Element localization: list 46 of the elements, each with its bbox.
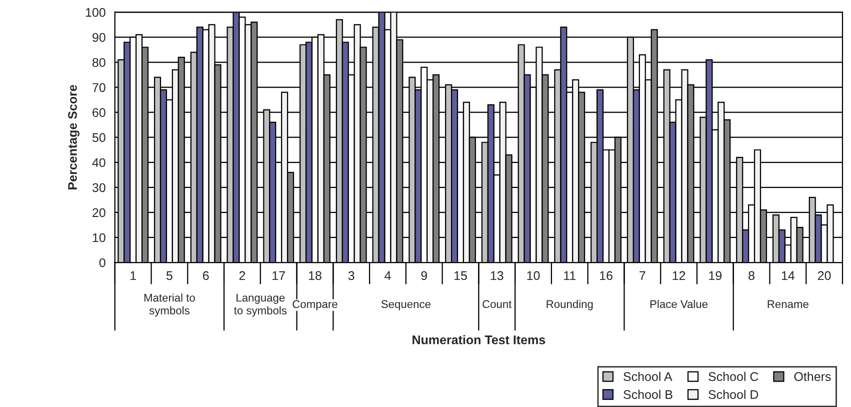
x-tick-label: 19 <box>709 271 722 280</box>
x-tick-label: 15 <box>454 271 467 280</box>
text: Rounding <box>546 300 593 310</box>
legend-label: School B <box>624 390 672 399</box>
y-tick-label: 50 <box>92 133 106 142</box>
y-tick-label: 40 <box>92 158 106 168</box>
x-tick-label: 1 <box>130 271 136 280</box>
x-tick-label: 11 <box>564 271 576 280</box>
x-tick-label: 17 <box>272 271 285 280</box>
x-tick-label: 10 <box>527 271 540 280</box>
y-tick-label: 80 <box>92 58 106 67</box>
legend-label: Others <box>794 372 831 382</box>
x-tick-label: 4 <box>384 271 391 280</box>
x-tick-label: 2 <box>239 271 246 280</box>
text: Language to symbols <box>234 294 287 317</box>
y-tick-label: 0 <box>99 258 106 268</box>
x-tick-label: 14 <box>782 271 795 280</box>
y-tick-label: 60 <box>92 108 106 117</box>
legend-label: School A <box>624 372 672 382</box>
x-tick-label: 3 <box>348 271 354 280</box>
x-tick-label: 20 <box>818 271 831 280</box>
y-tick-label: 10 <box>92 233 106 242</box>
text: Place Value <box>650 300 708 308</box>
x-tick-label: 12 <box>672 271 686 280</box>
legend-label: School D <box>708 390 758 399</box>
x-tick-label: 18 <box>308 271 322 280</box>
y-tick-label: 90 <box>92 33 106 42</box>
text: Rename <box>768 300 808 308</box>
text: Material to symbols <box>144 294 195 317</box>
x-tick-label: 6 <box>202 271 209 280</box>
legend-label: School C <box>708 372 758 382</box>
x-tick-label: 13 <box>490 271 504 280</box>
x-tick-label: 8 <box>748 271 754 280</box>
x-tick-label: 7 <box>640 271 646 280</box>
x-tick-label: 16 <box>600 271 612 280</box>
y-tick-label: 70 <box>92 83 106 92</box>
y-tick-label: 100 <box>86 8 106 17</box>
text: Compare <box>292 300 338 310</box>
x-axis-title: Numeration Test Items <box>412 335 546 344</box>
text: Sequence <box>381 300 430 310</box>
y-tick-label: 20 <box>92 208 106 218</box>
y-axis-title: Percentage Score <box>68 84 80 190</box>
x-tick-label: 5 <box>166 271 172 280</box>
text: Count <box>482 300 512 308</box>
x-tick-label: 9 <box>421 271 427 280</box>
y-tick-label: 30 <box>92 183 106 192</box>
